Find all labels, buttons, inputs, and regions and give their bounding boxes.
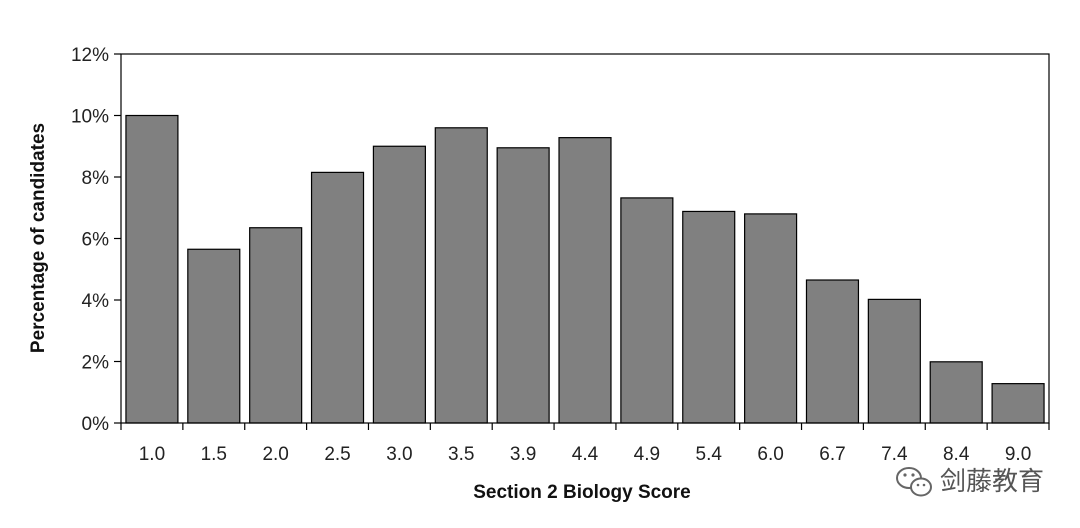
bar-8.4 bbox=[929, 361, 983, 424]
y-tick-label: 6% bbox=[82, 230, 110, 251]
watermark: 剑藤教育 bbox=[896, 467, 1044, 497]
bar-1.0 bbox=[125, 114, 179, 424]
y-tick-label: 12% bbox=[71, 45, 109, 66]
x-tick-label: 5.4 bbox=[696, 444, 723, 465]
y-tick-label: 2% bbox=[82, 353, 110, 374]
x-tick-label: 7.4 bbox=[881, 444, 908, 465]
watermark-text: 剑藤教育 bbox=[940, 467, 1044, 497]
bar-6.7 bbox=[805, 279, 860, 424]
x-tick-label: 8.4 bbox=[943, 444, 970, 465]
bar-7.4 bbox=[867, 298, 921, 424]
x-tick-label: 3.5 bbox=[448, 444, 474, 465]
y-axis-ticks: 0% 2% 4% 6% 8% 10% 12% bbox=[71, 45, 121, 435]
wechat-icon bbox=[896, 467, 932, 497]
y-axis-title: Percentage of candidates bbox=[28, 123, 49, 353]
bar-4.9 bbox=[620, 197, 674, 424]
bar-3.5 bbox=[434, 127, 488, 424]
bar-4.4 bbox=[558, 137, 612, 424]
x-axis-title: Section 2 Biology Score bbox=[473, 482, 691, 503]
y-tick-label: 8% bbox=[82, 168, 110, 189]
x-tick-label: 3.9 bbox=[510, 444, 536, 465]
y-tick-label: 4% bbox=[82, 291, 110, 312]
bar-3.9 bbox=[496, 147, 550, 424]
bar-1.5 bbox=[187, 248, 241, 424]
bars-group bbox=[125, 114, 1045, 424]
x-tick-label: 4.9 bbox=[634, 444, 660, 465]
x-tick-label: 2.5 bbox=[324, 444, 350, 465]
x-tick-label: 4.4 bbox=[572, 444, 599, 465]
x-tick-label: 2.0 bbox=[262, 444, 288, 465]
y-tick-label: 0% bbox=[82, 414, 110, 435]
x-axis-ticks: 1.0 1.5 2.0 2.5 3.0 3.5 3.9 4.4 4.9 5.4 6.0 6.7 7.4 8… bbox=[120, 423, 1050, 465]
bar-6.0 bbox=[744, 213, 798, 424]
bar-2.5 bbox=[310, 171, 365, 424]
x-tick-label: 1.5 bbox=[201, 444, 227, 465]
bar-5.4 bbox=[682, 210, 736, 424]
x-tick-label: 6.0 bbox=[757, 444, 783, 465]
plot-frame bbox=[120, 53, 1050, 424]
bar-2.0 bbox=[249, 227, 303, 424]
x-tick-label: 9.0 bbox=[1005, 444, 1031, 465]
x-tick-label: 3.0 bbox=[386, 444, 412, 465]
bar-9.0 bbox=[991, 383, 1045, 424]
x-tick-label: 1.0 bbox=[139, 444, 165, 465]
x-tick-label: 6.7 bbox=[819, 444, 845, 465]
y-tick-label: 10% bbox=[71, 107, 109, 128]
bar-3.0 bbox=[372, 145, 426, 424]
